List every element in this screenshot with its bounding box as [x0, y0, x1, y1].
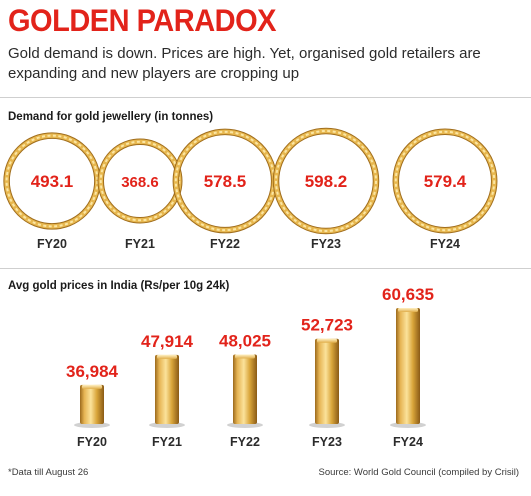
demand-bubble-chart: 493.1 FY20 368.6 FY21 578.5 FY22 598.2 FY23 579.…: [3, 127, 498, 251]
demand-value-label: 368.6: [121, 174, 159, 191]
page-title: GOLDEN PARADOX: [8, 4, 276, 39]
demand-value-label: 579.4: [424, 172, 467, 191]
price-bar: 36,984 FY20: [66, 362, 119, 449]
divider: [0, 268, 531, 269]
demand-bubble: 493.1 FY20: [3, 132, 101, 251]
price-bar: 60,635 FY24: [382, 285, 434, 449]
demand-value-label: 493.1: [31, 172, 74, 191]
gold-bar-top: [317, 338, 337, 343]
price-category-label: FY24: [393, 435, 423, 449]
price-category-label: FY21: [152, 435, 182, 449]
price-bar: 52,723 FY23: [301, 316, 353, 449]
price-value-label: 48,025: [219, 332, 271, 351]
price-category-label: FY23: [312, 435, 342, 449]
demand-bubble: 598.2 FY23: [272, 127, 380, 251]
price-bar: 48,025 FY22: [219, 332, 271, 449]
gold-bar-top: [398, 308, 418, 312]
source-note: Source: World Gold Council (compiled by …: [318, 467, 519, 478]
gold-bar-body: [315, 338, 339, 424]
bubble-ring-twist: [5, 134, 99, 228]
price-value-label: 47,914: [141, 332, 194, 351]
gold-bar-body: [233, 354, 257, 424]
demand-bubble: 579.4 FY24: [392, 128, 498, 251]
price-category-label: FY20: [77, 435, 107, 449]
price-value-label: 36,984: [66, 362, 119, 381]
gold-bar-body: [396, 308, 420, 424]
bubble-ring-twist: [394, 130, 496, 232]
demand-category-label: FY24: [430, 237, 460, 251]
bubble-ring-twist: [99, 140, 181, 222]
price-bar: 47,914 FY21: [141, 332, 194, 449]
demand-bubble: 368.6 FY21: [97, 138, 183, 251]
demand-category-label: FY23: [311, 237, 341, 251]
demand-category-label: FY20: [37, 237, 67, 251]
demand-value-label: 598.2: [305, 172, 348, 191]
bubble-ring-twist: [275, 130, 377, 232]
gold-bar-body: [80, 384, 104, 424]
demand-category-label: FY22: [210, 237, 240, 251]
gold-bar-top: [235, 354, 255, 359]
page-subtitle: Gold demand is down. Prices are high. Ye…: [8, 45, 481, 82]
price-value-label: 60,635: [382, 285, 434, 304]
gold-bar-top: [82, 384, 102, 389]
demand-category-label: FY21: [125, 237, 155, 251]
price-chart-title: Avg gold prices in India (Rs/per 10g 24k…: [8, 280, 230, 292]
gold-bar-body: [155, 354, 179, 424]
footnote: *Data till August 26: [8, 467, 89, 478]
demand-value-label: 578.5: [204, 172, 247, 191]
price-category-label: FY22: [230, 435, 260, 449]
price-value-label: 52,723: [301, 316, 353, 335]
demand-bubble: 578.5 FY22: [172, 128, 278, 251]
divider: [0, 97, 531, 98]
price-bar-chart: 36,984 FY20 47,914 FY21 48,025 FY22 52,723 FY23…: [66, 285, 434, 449]
demand-chart-title: Demand for gold jewellery (in tonnes): [8, 111, 214, 123]
gold-bar-top: [157, 354, 177, 359]
